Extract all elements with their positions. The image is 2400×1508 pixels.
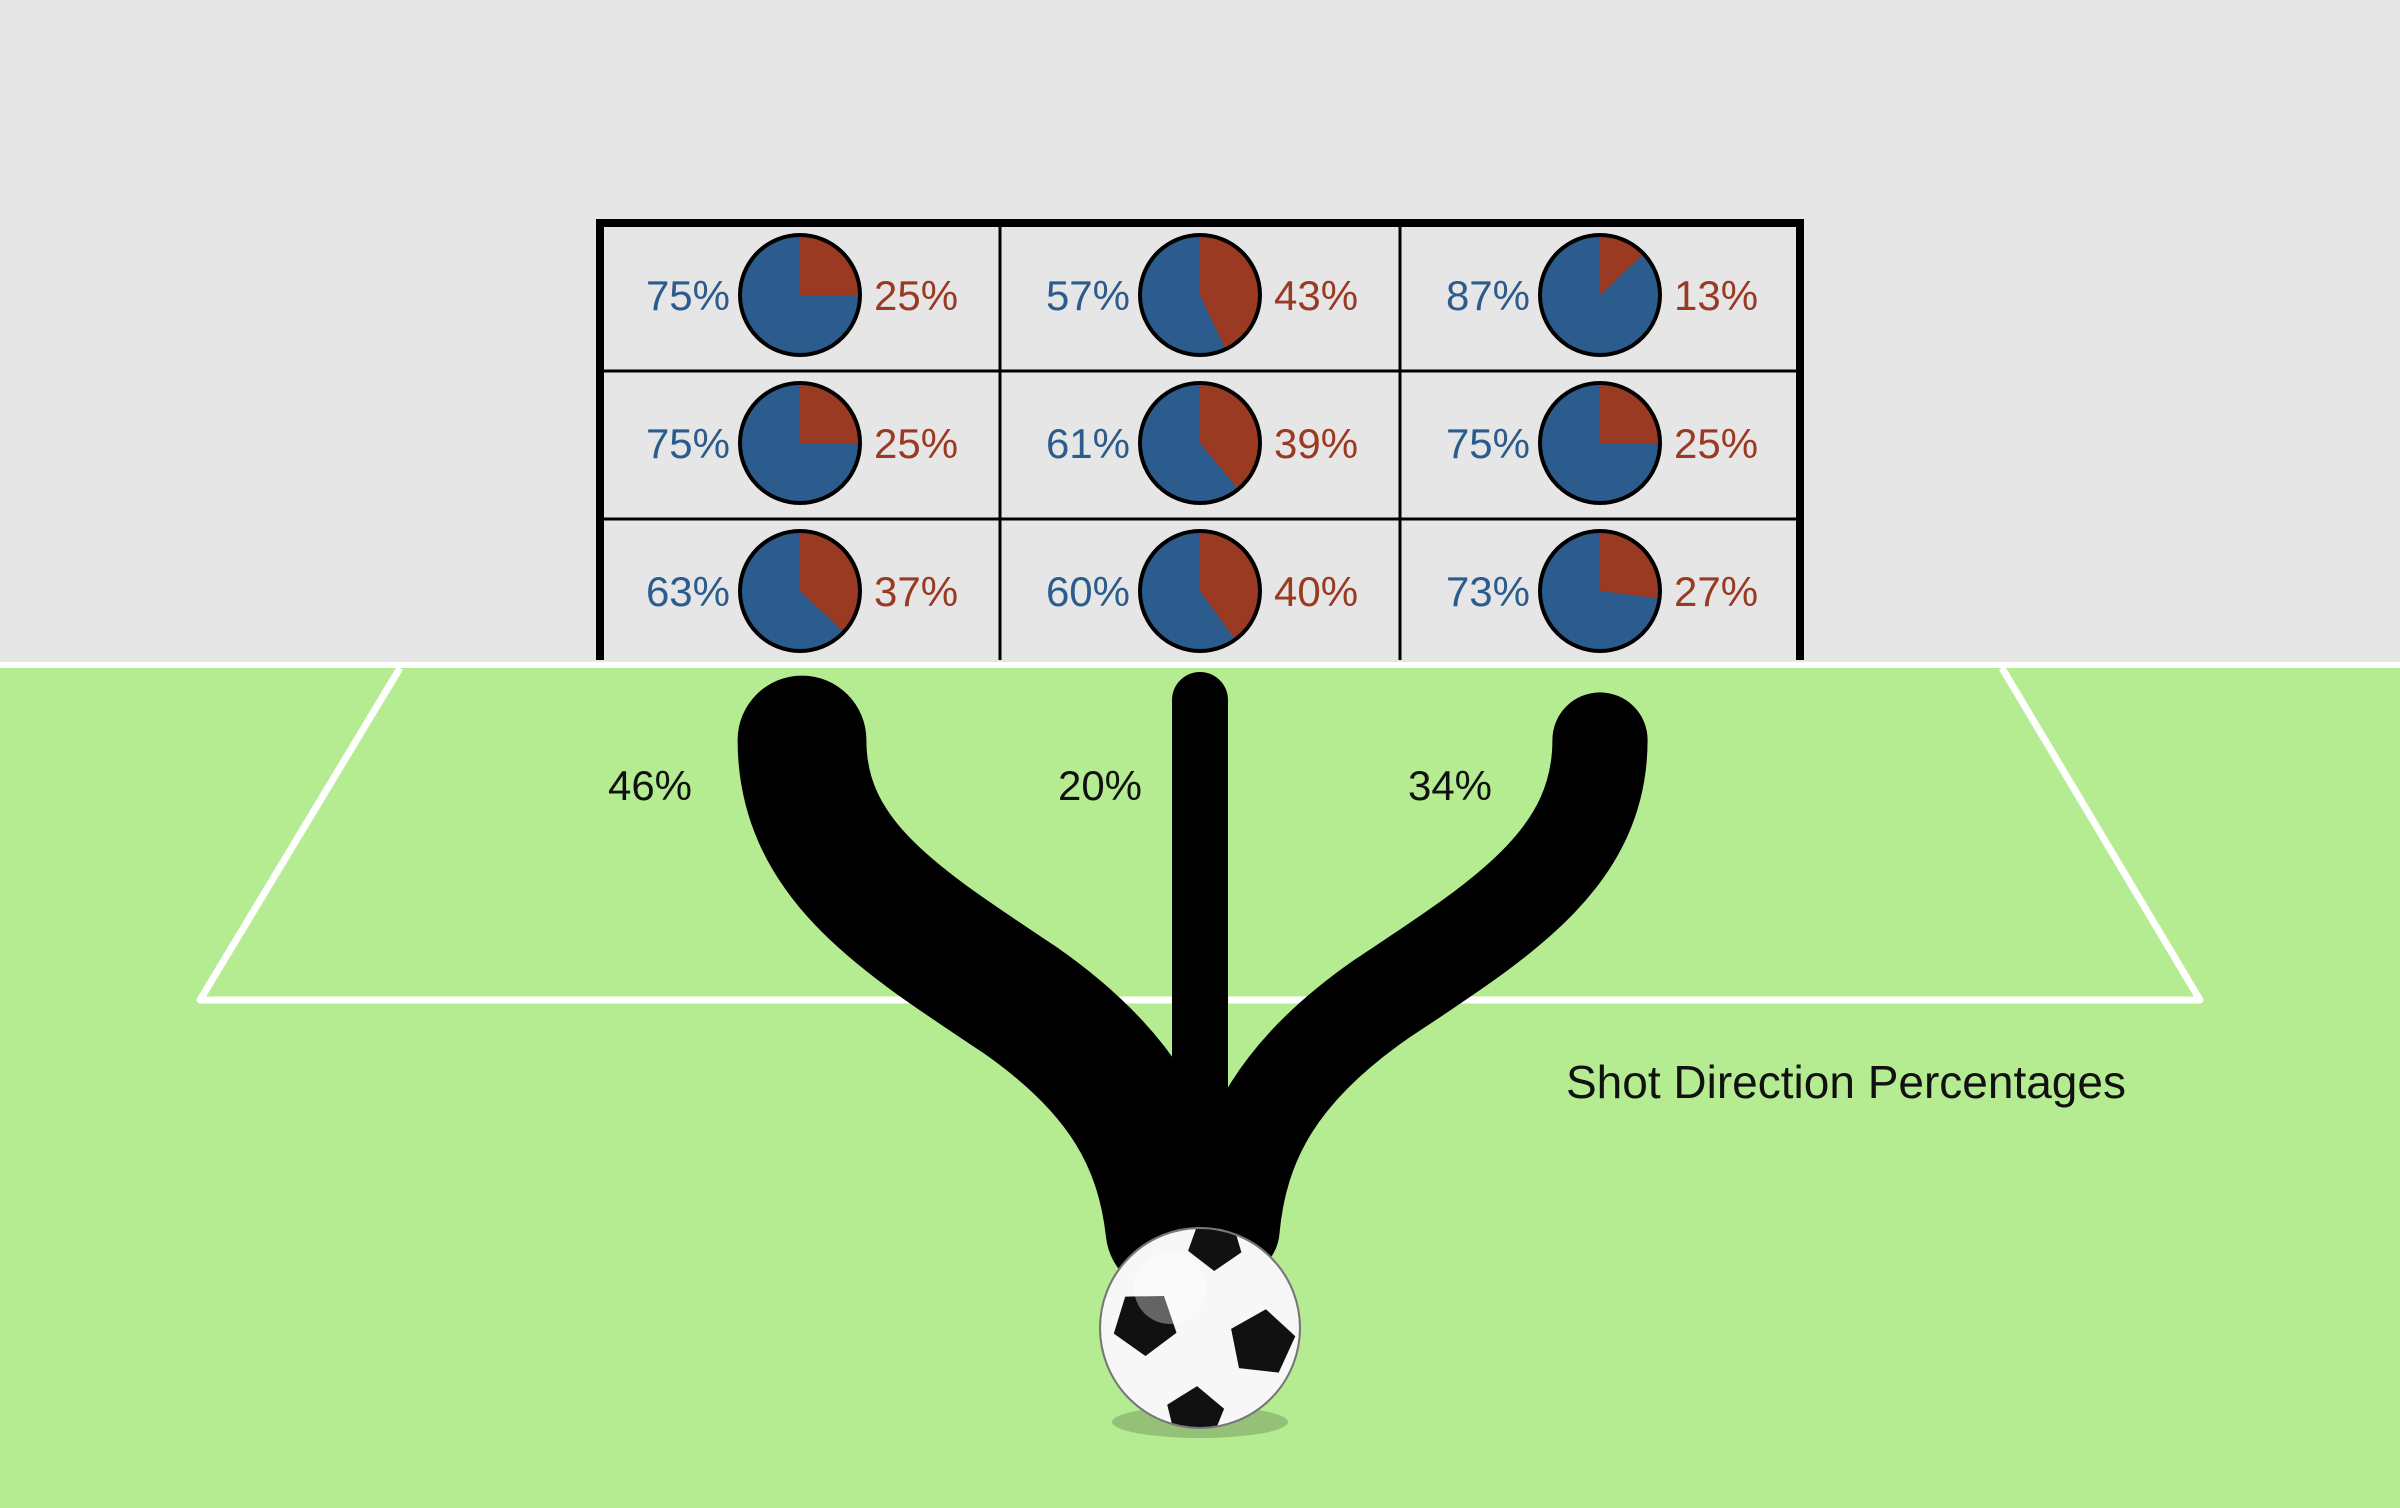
- pie-slice-red: [800, 383, 860, 443]
- zone-top-center: 57% 43%: [1046, 233, 1358, 357]
- zone-top-right: 87% 13%: [1446, 233, 1758, 357]
- ball-patch: [1113, 1296, 1177, 1356]
- pie-slice-red: [800, 531, 860, 633]
- direction-flows: [737, 672, 1648, 1295]
- zone-middle-right: 75% 25%: [1446, 381, 1758, 505]
- soccer-ball-icon: [1099, 1227, 1301, 1438]
- zone-bottom-center: 60% 40%: [1046, 529, 1358, 653]
- goal-zone-grid: [600, 223, 1800, 660]
- zone-middle-center: 61% 39%: [1046, 381, 1358, 505]
- zone-bottom-left: 63% 37%: [646, 529, 958, 653]
- red-percent-label: 27%: [1674, 568, 1758, 615]
- flow-right: [1184, 692, 1648, 1278]
- red-percent-label: 13%: [1674, 272, 1758, 319]
- pie-outline: [1138, 529, 1262, 653]
- goal-post-outline: [596, 219, 1804, 660]
- blue-percent-label: 63%: [646, 568, 730, 615]
- direction-label-left: 46%: [608, 762, 692, 809]
- blue-percent-label: 87%: [1446, 272, 1530, 319]
- zone-bottom-right: 73% 27%: [1446, 529, 1758, 653]
- blue-percent-label: 61%: [1046, 420, 1130, 467]
- pie-outline: [1138, 381, 1262, 505]
- red-percent-label: 25%: [874, 272, 958, 319]
- ball-highlight: [1134, 1252, 1206, 1324]
- red-percent-label: 43%: [1274, 272, 1358, 319]
- blue-percent-label: 73%: [1446, 568, 1530, 615]
- direction-label-center: 20%: [1058, 762, 1142, 809]
- pie-outline: [738, 381, 862, 505]
- pie-outline: [738, 233, 862, 357]
- direction-label-right: 34%: [1408, 762, 1492, 809]
- goal-zones: 75% 25% 57% 43% 87% 13% 75% 25% 61% 39% 75% 25% 63% 3…: [646, 233, 1758, 653]
- blue-percent-label: 75%: [1446, 420, 1530, 467]
- pie-outline: [1538, 529, 1662, 653]
- pie-slice-red: [800, 235, 860, 295]
- pie-outline: [1138, 233, 1262, 357]
- blue-percent-label: 57%: [1046, 272, 1130, 319]
- red-percent-label: 25%: [874, 420, 958, 467]
- pie-slice-red: [1600, 383, 1660, 443]
- pie-outline: [1538, 381, 1662, 505]
- red-percent-label: 39%: [1274, 420, 1358, 467]
- pie-outline: [1538, 233, 1662, 357]
- pie-slice-red: [1600, 531, 1661, 599]
- pie-slice-red: [1200, 383, 1261, 490]
- pie-slice-red: [1600, 235, 1644, 295]
- ball-outline: [1099, 1227, 1301, 1429]
- red-percent-label: 40%: [1274, 568, 1358, 615]
- blue-percent-label: 75%: [646, 420, 730, 467]
- direction-labels: 46% 34% 20%: [608, 762, 1492, 809]
- red-percent-label: 25%: [1674, 420, 1758, 467]
- zone-top-left: 75% 25%: [646, 233, 958, 357]
- ball-patch: [1231, 1309, 1296, 1373]
- pie-slice-red: [1200, 235, 1261, 350]
- pie-outline: [738, 529, 862, 653]
- zone-middle-left: 75% 25%: [646, 381, 958, 505]
- chart-caption: Shot Direction Percentages: [1566, 1056, 2126, 1108]
- flow-left: [737, 675, 1235, 1295]
- red-percent-label: 37%: [874, 568, 958, 615]
- blue-percent-label: 60%: [1046, 568, 1130, 615]
- blue-percent-label: 75%: [646, 272, 730, 319]
- pie-slice-red: [1200, 531, 1261, 640]
